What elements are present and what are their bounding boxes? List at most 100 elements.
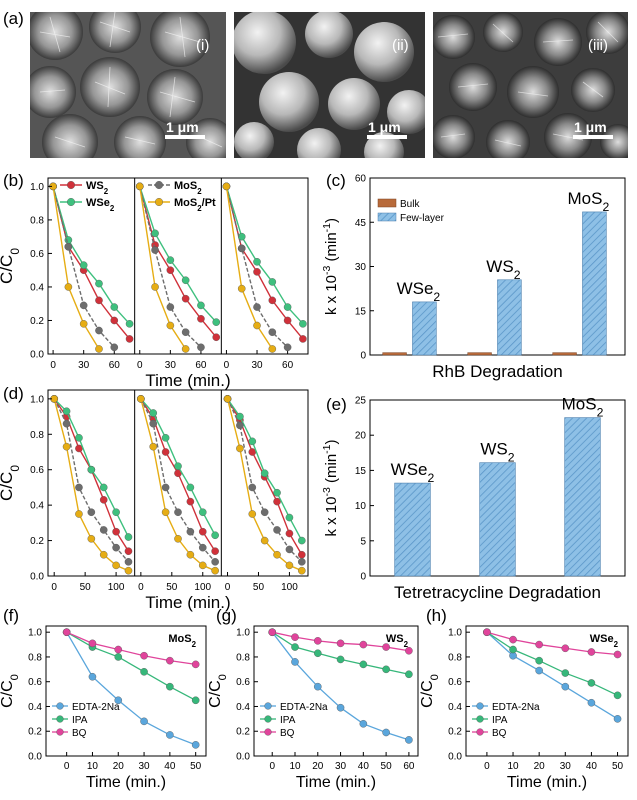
point-EDTA-2Na (613, 715, 622, 723)
panel-letter-e: (e) (326, 395, 347, 414)
legend-label-IPA: IPA (280, 715, 296, 726)
point-WS2 (273, 497, 281, 506)
point-MoS2-Pt (62, 442, 71, 451)
point-WSe2 (125, 320, 134, 328)
legend-marker-EDTA-2Na (264, 702, 272, 710)
point-MoS2-Pt (273, 550, 281, 559)
point-WS2 (299, 335, 307, 343)
point-EDTA-2Na (382, 728, 390, 737)
y-axis-label: C/C0 (207, 674, 229, 708)
x-tick-label: 10 (289, 761, 301, 772)
point-WS2 (298, 550, 306, 559)
point-IPA (140, 668, 148, 676)
series-line-IPA (66, 631, 196, 701)
point-WSe2 (151, 229, 159, 238)
x-tick-label: 50 (612, 761, 624, 772)
point-MoS2 (161, 483, 170, 492)
series-line-MoS2-Pt (225, 186, 273, 350)
panel-letter-c: (c) (326, 171, 346, 190)
point-IPA (587, 679, 596, 687)
y-tick-label: 0.4 (30, 501, 44, 512)
point-WS2 (285, 529, 294, 538)
legend-label-IPA: IPA (492, 715, 508, 726)
point-MoS2 (124, 558, 133, 566)
y-axis-label: k x 10-3 (min-1) (321, 439, 340, 536)
point-BQ (313, 637, 322, 645)
point-MoS2-Pt (137, 395, 145, 403)
panel-letter-h: (h) (426, 606, 447, 625)
point-IPA (535, 656, 543, 665)
panel-letter-d: (d) (3, 384, 24, 403)
point-IPA (166, 682, 174, 691)
panel-g: 0 10 20 30 40 50 60 0.0 0.2 0.4 0.6 0.8 1.0 EDTA-2Na I… (207, 625, 419, 791)
legend-label-bulk: Bulk (400, 199, 420, 210)
y-tick-label: 60 (355, 174, 367, 185)
point-BQ (114, 645, 123, 654)
bar-WSe2 (394, 482, 431, 577)
point-WS2 (198, 527, 207, 536)
x-tick-label: 60 (195, 360, 207, 371)
point-IPA (313, 649, 322, 658)
y-tick-label: 20 (355, 431, 367, 442)
point-BQ (483, 628, 491, 636)
x-tick-label: 30 (78, 360, 90, 371)
x-tick-label: 0 (484, 761, 490, 772)
panel-title-h: WSe2 (590, 633, 619, 649)
legend-label-EDTA-2Na: EDTA-2Na (280, 702, 328, 713)
point-IPA (291, 643, 299, 651)
point-MoS2 (268, 328, 277, 337)
series-line-WSe2 (225, 186, 304, 325)
panel-title-f: MoS2 (168, 633, 196, 649)
y-tick-label: 0.4 (30, 282, 44, 293)
y-tick-label: 1.0 (448, 628, 462, 639)
y-tick-label: 0.0 (448, 752, 462, 763)
point-WSe2 (166, 256, 175, 264)
point-BQ (268, 628, 277, 636)
point-IPA (191, 696, 200, 705)
bar-WS2 (479, 462, 516, 577)
plot-frame-h (465, 625, 629, 757)
point-WSe2 (268, 278, 277, 286)
y-tick-label: 1.0 (236, 628, 250, 639)
legend-marker-BQ (264, 728, 272, 736)
point-EDTA-2Na (291, 658, 299, 666)
legend-label-BQ: BQ (280, 728, 295, 739)
point-WSe2 (99, 483, 108, 492)
point-BQ (382, 643, 390, 651)
point-WSe2 (299, 320, 307, 328)
point-MoS2 (283, 343, 292, 352)
point-MoS2 (248, 483, 257, 492)
x-tick-label: 40 (358, 761, 370, 772)
x-tick-label: 0 (224, 360, 230, 371)
x-tick-label: 50 (166, 582, 178, 593)
y-tick-label: 0.6 (236, 677, 250, 688)
point-WSe2 (149, 409, 158, 417)
point-WS2 (161, 448, 170, 456)
point-EDTA-2Na (587, 698, 596, 707)
sem-label-ii: (ii) (392, 37, 409, 54)
point-BQ (613, 650, 622, 659)
point-MoS2-Pt (237, 284, 246, 293)
sem-scale-bar-iii: 1 μm (574, 119, 607, 135)
x-axis-label: Time (min.) (507, 774, 587, 791)
point-WSe2 (298, 536, 306, 545)
point-BQ (561, 644, 570, 653)
sem-image-ii (234, 12, 425, 158)
x-axis-label: Tetretracycline Degradation (394, 583, 601, 602)
point-MoS2 (151, 246, 159, 254)
x-tick-label: 20 (534, 761, 546, 772)
category-label-MoS2: MoS2 (568, 189, 610, 214)
bar-few-layer-WSe2 (412, 301, 437, 356)
point-MoS2 (198, 543, 207, 552)
panel-b: 0 30 60 0 30 60 0 30 60 0.0 0.2 0.4 0.6 0.8 1.0 C/C0 Tim… (0, 177, 309, 390)
point-EDTA-2Na (535, 666, 543, 675)
legend-label-MoS2-Pt: MoS2/Pt (174, 197, 216, 213)
x-tick-label: 50 (190, 761, 202, 772)
point-WS2 (166, 266, 175, 274)
point-MoS2 (75, 483, 83, 492)
y-tick-label: 5 (360, 536, 366, 547)
series-line-MoS2 (225, 186, 289, 348)
legend-marker-IPA (56, 715, 64, 723)
panel-letter-b: (b) (3, 171, 24, 190)
y-tick-label: 1.0 (28, 628, 42, 639)
